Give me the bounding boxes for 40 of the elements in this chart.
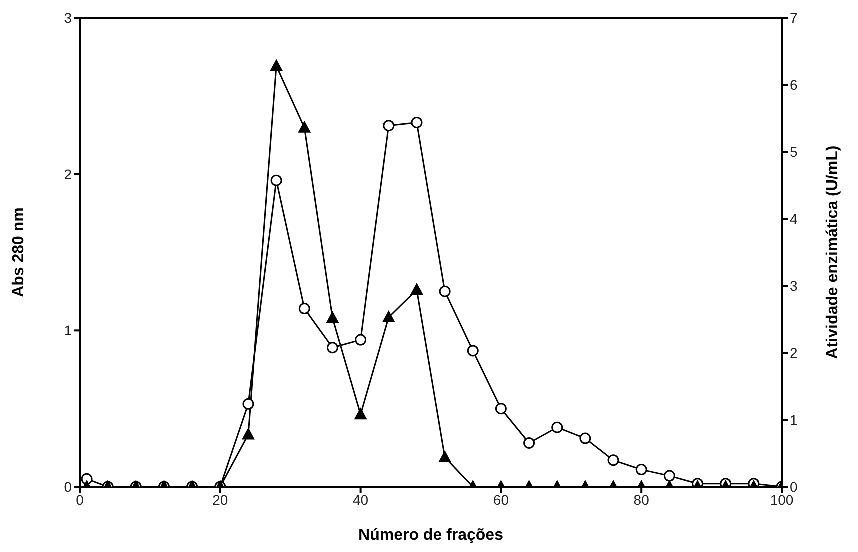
point	[410, 283, 424, 296]
x-axis-title: Número de frações	[358, 527, 504, 544]
point	[411, 116, 423, 128]
y2-tick-label: 6	[790, 76, 798, 93]
y2-tick-label: 4	[790, 210, 798, 227]
y-tick-label: 2	[64, 166, 72, 182]
point	[580, 432, 592, 444]
y2-tick-label: 7	[790, 10, 798, 26]
point	[636, 464, 648, 476]
point	[467, 345, 479, 357]
x-tick-label: 20	[212, 492, 228, 508]
point	[298, 303, 310, 315]
y2-axis-title: Atividade enzimática (U/mL)	[824, 146, 842, 360]
y-tick-label: 0	[64, 478, 72, 495]
point	[383, 120, 395, 132]
point	[608, 454, 620, 466]
point	[439, 286, 451, 298]
point	[495, 403, 507, 415]
y2-tick-label: 3	[790, 278, 798, 294]
point	[552, 422, 564, 434]
x-tick-label: 80	[634, 492, 650, 508]
y-tick-label: 3	[64, 10, 72, 26]
x-tick-label: 60	[493, 492, 510, 508]
y2-tick-label: 2	[790, 344, 798, 361]
y-tick-label: 1	[64, 322, 72, 339]
x-tick-label: 0	[76, 492, 84, 508]
point	[664, 470, 676, 482]
point	[524, 437, 536, 449]
x-tick-label: 40	[353, 492, 369, 508]
y2-tick-label: 5	[790, 144, 798, 160]
point	[326, 342, 338, 354]
point	[242, 398, 254, 410]
point	[270, 59, 284, 72]
y2-tick-label: 1	[790, 412, 798, 428]
point	[298, 120, 312, 133]
y-axis-title: Abs 280 nm	[10, 208, 28, 298]
point	[382, 310, 396, 322]
point	[326, 311, 340, 324]
point	[270, 174, 282, 186]
point	[355, 334, 367, 346]
